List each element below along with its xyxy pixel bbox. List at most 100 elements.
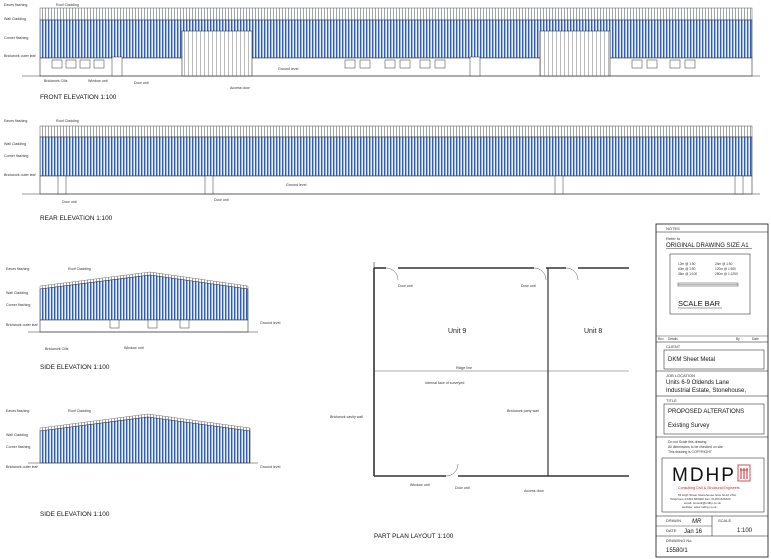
label-ground-level: Ground level bbox=[278, 67, 299, 71]
label-brickwork: Brickwork outer leaf bbox=[6, 323, 38, 327]
label-eaves-flashing: Eaves flashing bbox=[6, 409, 29, 413]
title-line-1: PROPOSED ALTERATIONS bbox=[668, 409, 744, 415]
label-brickwork: Brickwork outer leaf bbox=[6, 465, 38, 469]
front-brickwork bbox=[39, 57, 753, 77]
company-name: MDHP bbox=[672, 465, 736, 486]
title-header: TITLE bbox=[666, 398, 677, 403]
label-corner-flashing: Corner flashing bbox=[4, 36, 28, 40]
unit-8-label: Unit 8 bbox=[584, 328, 602, 335]
label-brickwork: Brickwork outer leaf bbox=[4, 54, 36, 58]
unit-9-label: Unit 9 bbox=[448, 328, 466, 335]
roller-door bbox=[539, 30, 611, 77]
label-brickwork-cills: Brickwork Cills bbox=[45, 347, 69, 351]
company-addr-1: 52 High Street Stonehouse Glos GL10 2NA bbox=[678, 493, 736, 497]
company-addr-2: Telephone 01453 826000 Fax: 01453 826424 bbox=[670, 497, 731, 501]
scale-left-2: 60m @ 1:50 bbox=[678, 267, 696, 271]
side-elevation-2: Eaves flashing Roof Cladding Wall Claddi… bbox=[6, 409, 281, 518]
scale-right-1: 24m @ 1:50 bbox=[715, 262, 733, 266]
label-ground-level: Ground level bbox=[260, 321, 281, 325]
front-elevation-title: FRONT ELEVATION 1:100 bbox=[40, 94, 117, 101]
label-party-wall-left: Brickwork cavity wall bbox=[330, 415, 363, 419]
rev-col-rev: Rev bbox=[658, 337, 664, 341]
label-ground-level: Ground level bbox=[286, 183, 307, 187]
scale-value: 1:100 bbox=[737, 528, 753, 534]
label-roof-cladding: Roof Cladding bbox=[68, 267, 91, 271]
label-wall-cladding: Wall Cladding bbox=[6, 291, 28, 295]
label-window-unit: Window unit bbox=[124, 346, 144, 350]
date-label: DATE bbox=[666, 528, 677, 533]
label-roller-door: Access door bbox=[230, 86, 251, 90]
label-access-door: Access door bbox=[524, 489, 545, 493]
title-line-2: Existing Survey bbox=[668, 423, 709, 429]
rear-brickwork bbox=[39, 175, 753, 195]
company-addr-3: email: consult@mdhp.co.uk bbox=[684, 501, 721, 505]
label-door-unit: Door unit bbox=[455, 486, 470, 490]
label-roof-cladding: Roof Cladding bbox=[56, 3, 79, 7]
client-header: CLIENT bbox=[666, 344, 681, 349]
rear-elevation: Eaves flashing Roof Cladding Wall Claddi… bbox=[4, 119, 760, 222]
side-elevation-2-title: SIDE ELEVATION 1:100 bbox=[40, 511, 110, 518]
title-block: NOTES Refer to ORIGINAL DRAWING SIZE A1 … bbox=[655, 223, 769, 558]
scale-bar-title: SCALE BAR bbox=[678, 299, 721, 308]
date-value: Jan 16 bbox=[684, 529, 703, 535]
roller-door bbox=[181, 30, 253, 77]
company-sub: Consulting Civil & Structural Engineers bbox=[678, 486, 740, 490]
label-ridge-line: Ridge line bbox=[456, 366, 472, 370]
rear-roof-cladding bbox=[39, 125, 753, 138]
scale-label: SCALE bbox=[718, 518, 731, 523]
rear-door-units bbox=[57, 175, 744, 195]
job-header: JOB LOCATION bbox=[666, 373, 695, 378]
rear-elevation-title: REAR ELEVATION 1:100 bbox=[40, 215, 113, 222]
door-unit bbox=[111, 56, 123, 77]
label-window-unit: Window unit bbox=[410, 483, 430, 487]
label-internal-face: Internal face of surveyed bbox=[425, 381, 464, 385]
label-roof-cladding: Roof Cladding bbox=[68, 409, 91, 413]
label-wall-cladding: Wall Cladding bbox=[4, 142, 26, 146]
side2-wall-cladding bbox=[39, 416, 251, 464]
original-size: ORIGINAL DRAWING SIZE A1 bbox=[666, 243, 749, 249]
drawing-no-value: 15580/1 bbox=[666, 548, 688, 554]
side1-brickwork bbox=[39, 319, 249, 333]
label-eaves-flashing: Eaves flashing bbox=[4, 3, 27, 7]
notes-header: NOTES bbox=[666, 226, 680, 231]
rev-col-date: Date bbox=[752, 337, 759, 341]
disclaimer-2: All dimensions to be checked on site bbox=[668, 445, 723, 449]
refer-to: Refer to bbox=[666, 236, 681, 241]
label-brickwork-cills: Brickwork Cills bbox=[44, 79, 68, 83]
company-logo-icon bbox=[737, 464, 751, 482]
label-door-unit: Door unit bbox=[62, 200, 77, 204]
label-corner-flashing: Corner flashing bbox=[6, 303, 30, 307]
rev-col-details: Details bbox=[668, 337, 678, 341]
job-line-1: Units 6-9 Oldends Lane bbox=[666, 380, 730, 386]
label-door-unit: Door unit bbox=[214, 198, 229, 202]
door-unit bbox=[469, 56, 481, 77]
front-windows bbox=[51, 59, 696, 69]
client-name: DKM Sheet Metal bbox=[668, 357, 715, 363]
part-plan-title: PART PLAN LAYOUT 1:100 bbox=[374, 533, 454, 540]
label-corner-flashing: Corner flashing bbox=[4, 154, 28, 158]
front-roof-cladding bbox=[39, 7, 753, 21]
label-eaves-flashing: Eaves flashing bbox=[6, 267, 29, 271]
job-line-2: Industrial Estate, Stonehouse, bbox=[666, 388, 746, 394]
front-elevation: Eaves flashing Roof Cladding Wall Claddi… bbox=[4, 3, 760, 101]
label-roof-cladding: Roof Cladding bbox=[56, 119, 79, 123]
rev-col-by: By bbox=[736, 337, 740, 341]
drawn-value: MR bbox=[692, 519, 702, 525]
label-door-unit: Door unit bbox=[521, 284, 536, 288]
label-eaves-flashing: Eaves flashing bbox=[4, 119, 27, 123]
label-ground-level: Ground level bbox=[260, 465, 281, 469]
label-corner-flashing: Corner flashing bbox=[6, 445, 30, 449]
scale-right-2: 120m @ 1:500 bbox=[715, 267, 736, 271]
label-party-wall-mid: Brickwork party wall bbox=[507, 409, 539, 413]
rear-wall-cladding bbox=[39, 136, 753, 177]
side-elevation-1-title: SIDE ELEVATION 1:100 bbox=[40, 364, 110, 371]
drawn-label: DRAWN bbox=[666, 518, 681, 523]
drawing-no-label: DRAWING No. bbox=[666, 538, 693, 543]
company-addr-4: website: www.mdhp.co.uk bbox=[682, 505, 717, 509]
side1-windows bbox=[109, 319, 190, 329]
label-door-unit: Door unit bbox=[134, 81, 149, 85]
disclaimer-3: This drawing is COPYRIGHT bbox=[668, 450, 712, 454]
side-elevation-1: Eaves flashing Roof Cladding Wall Claddi… bbox=[6, 267, 281, 371]
scale-right-3: 250m @ 1:1250 bbox=[715, 272, 738, 276]
